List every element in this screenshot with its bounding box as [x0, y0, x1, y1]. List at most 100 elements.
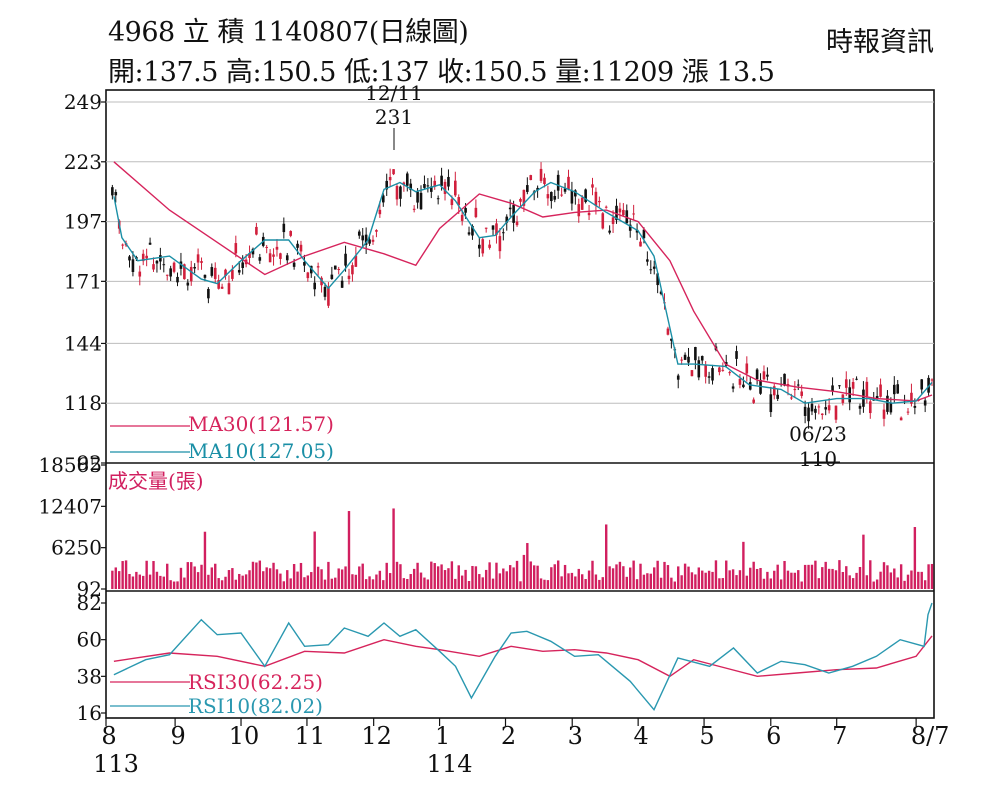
candle-body — [423, 184, 426, 188]
candle-body — [745, 363, 749, 374]
indicator-lines — [113, 161, 933, 711]
candle-body — [766, 374, 769, 377]
volume-bar — [426, 579, 430, 589]
candle-body — [471, 225, 474, 236]
price-tick-label: 118 — [64, 391, 102, 415]
volume-bar — [838, 560, 841, 589]
candle-body — [526, 185, 529, 192]
price-tick-label: 144 — [64, 331, 102, 355]
candle-body — [457, 197, 461, 206]
candle-body — [580, 197, 584, 210]
candle-body — [772, 386, 776, 396]
volume-bar — [135, 571, 138, 589]
volume-bar — [351, 574, 354, 589]
x-tick-label: 1 — [435, 722, 450, 750]
volume-bar — [121, 561, 124, 589]
volume-bar — [320, 569, 323, 589]
candle-body — [196, 254, 200, 263]
candle-body — [899, 417, 903, 421]
volume-bar — [917, 571, 920, 589]
candle-body — [831, 385, 834, 391]
volume-bar — [591, 560, 594, 589]
volume-bar — [255, 562, 258, 589]
candle-body — [289, 231, 292, 236]
volume-bar — [505, 571, 508, 589]
candle-body — [615, 205, 618, 221]
candle-body — [920, 379, 924, 390]
ma10-line — [113, 181, 933, 404]
candle-body — [570, 190, 574, 204]
volume-bar — [899, 564, 903, 589]
candle-body — [111, 187, 114, 196]
candle-body — [399, 186, 402, 199]
volume-bar — [697, 567, 701, 589]
volume-bar — [821, 567, 824, 589]
rsi10-legend: RSI10(82.02) — [188, 694, 323, 718]
candle-body — [375, 230, 378, 232]
x-year-label: 113 — [93, 750, 139, 778]
candle-body — [601, 213, 605, 229]
volume-bar — [306, 575, 310, 589]
volume-bars — [111, 508, 934, 589]
volume-bar — [354, 574, 358, 589]
candle-body — [361, 235, 365, 241]
volume-bar — [879, 571, 882, 589]
candle-body — [543, 177, 546, 185]
candle-body — [467, 232, 471, 235]
volume-bar — [611, 568, 615, 589]
candle-body — [560, 194, 563, 196]
volume-bar — [375, 574, 378, 589]
candle-body — [299, 244, 303, 252]
volume-bar — [831, 568, 834, 589]
candle-body — [522, 189, 526, 206]
candle-body — [670, 338, 673, 341]
candle-body — [460, 214, 464, 221]
candle-body — [495, 223, 498, 235]
volume-title: 成交量(張) — [108, 469, 204, 493]
candle-body — [272, 254, 275, 257]
volume-bar — [587, 570, 591, 589]
candle-body — [189, 266, 193, 282]
volume-bar — [183, 577, 186, 589]
ma30-legend: MA30(121.57) — [188, 412, 334, 436]
candle-body — [333, 265, 337, 270]
low-value-annotation: 110 — [799, 447, 837, 471]
volume-bar — [282, 581, 286, 589]
volume-bar — [817, 578, 821, 589]
volume-bar — [450, 561, 454, 589]
volume-bar — [238, 573, 241, 589]
candle-body — [604, 206, 608, 208]
volume-bar — [344, 566, 347, 589]
candle-body — [381, 195, 385, 203]
volume-bar — [388, 573, 392, 589]
x-tick-label: 6 — [766, 722, 781, 750]
candle-body — [728, 372, 731, 374]
candle-body — [546, 194, 550, 199]
volume-bar — [364, 579, 368, 589]
candle-body — [357, 231, 361, 236]
volume-bar — [289, 578, 292, 589]
volume-bar — [718, 578, 721, 589]
volume-bar — [460, 575, 464, 589]
volume-bar — [742, 541, 745, 589]
volume-bar — [436, 566, 440, 589]
volume-bar — [646, 573, 649, 589]
volume-bar — [196, 572, 200, 589]
volume-bar — [484, 569, 488, 589]
volume-bar — [207, 574, 210, 589]
candle-body — [203, 274, 207, 278]
volume-bar — [382, 580, 385, 589]
volume-bar — [330, 578, 334, 589]
volume-bar — [608, 566, 611, 589]
volume-bar — [635, 579, 639, 589]
volume-bar — [735, 575, 738, 589]
volume-bar — [893, 568, 896, 589]
price-tick-label: 92 — [77, 451, 102, 475]
volume-bar — [488, 562, 491, 589]
candle-body — [450, 199, 454, 206]
candle-body — [227, 283, 231, 295]
volume-bar — [138, 574, 141, 589]
volume-bar — [392, 508, 395, 589]
candle-body — [309, 265, 313, 274]
volume-bar — [711, 571, 714, 589]
